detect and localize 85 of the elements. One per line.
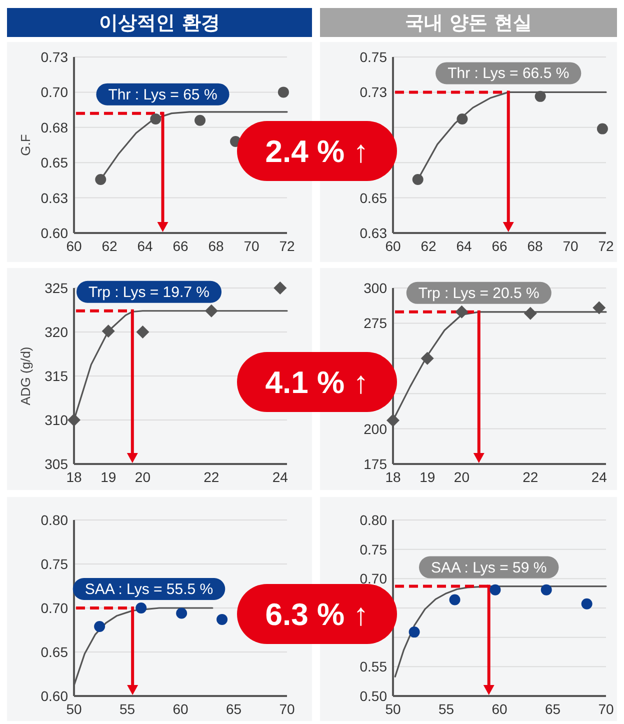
ytick: 0.55	[360, 658, 387, 675]
ref-label: SAA : Lys = 55.5 %	[72, 578, 226, 600]
ref-line-label: SAA : Lys = 55.5 %	[84, 581, 214, 598]
xtick: 62	[420, 238, 436, 254]
xtick: 60	[172, 701, 188, 717]
ytick: 0.65	[360, 190, 387, 206]
ref-label: Thr : Lys = 66.5 %	[436, 62, 582, 84]
ref-line-label: Thr : Lys = 65 %	[108, 86, 218, 104]
xtick: 62	[102, 238, 118, 254]
ytick: 0.50	[360, 688, 387, 704]
title: 이상적인 환경	[99, 12, 220, 34]
ytick: 0.75	[40, 556, 68, 572]
xtick: 65	[226, 701, 242, 717]
xtick: 55	[119, 701, 136, 717]
ref-label: Thr : Lys = 65 %	[96, 83, 230, 106]
ytick: 0.60	[40, 688, 68, 704]
xtick: 66	[172, 238, 188, 254]
xtick: 50	[66, 701, 82, 717]
xtick: 68	[208, 238, 224, 254]
xtick: 55	[438, 701, 454, 717]
annotation: 4.1 % ↑	[265, 365, 369, 400]
xtick: 18	[66, 469, 82, 485]
xtick: 18	[385, 469, 401, 485]
ref-line-label: Trp : Lys = 19.7 %	[88, 284, 210, 301]
ytick: 0.63	[360, 225, 387, 241]
xtick: 60	[492, 701, 508, 717]
ytick: 320	[44, 324, 68, 340]
xtick: 70	[279, 701, 295, 717]
xtick: 72	[279, 238, 295, 254]
ytick: 325	[44, 280, 68, 296]
ytick: 175	[364, 456, 387, 472]
ref-line-label: SAA : Lys = 59 %	[430, 559, 547, 576]
ylabel: G.F	[18, 134, 33, 156]
xtick: 60	[66, 238, 82, 254]
xtick: 20	[134, 469, 150, 485]
ytick: 275	[364, 315, 387, 332]
ytick: 0.75	[360, 49, 387, 65]
ytick: 0.80	[40, 512, 68, 528]
ytick: 0.60	[40, 225, 68, 241]
ytick: 0.65	[40, 154, 68, 171]
ref-label: Trp : Lys = 19.7 %	[76, 280, 222, 303]
xtick: 65	[544, 701, 561, 717]
ytick: 305	[44, 456, 68, 472]
xtick: 72	[598, 238, 614, 254]
xtick: 64	[137, 238, 153, 254]
ytick: 0.80	[360, 512, 387, 528]
badge: 6.3 % ↑	[237, 584, 397, 644]
ref-label: SAA : Lys = 59 %	[418, 556, 559, 578]
ylabel: ADG (g/d)	[18, 346, 33, 406]
xtick: 19	[100, 469, 116, 485]
ytick: 0.63	[40, 190, 68, 206]
badge: 2.4 % ↑	[237, 121, 397, 181]
ref-line-label: Thr : Lys = 66.5 %	[448, 65, 570, 82]
ytick: 310	[44, 412, 68, 428]
ytick: 0.73	[360, 84, 387, 100]
ytick: 200	[364, 420, 387, 437]
ytick: 0.65	[40, 644, 68, 660]
xtick: 24	[272, 469, 288, 485]
xtick: 66	[492, 238, 508, 254]
xtick: 60	[385, 238, 401, 254]
annotation: 2.4 % ↑	[265, 134, 369, 169]
xtick: 19	[420, 469, 436, 485]
xtick: 70	[598, 701, 614, 717]
xtick: 22	[522, 469, 538, 485]
ytick: 0.70	[40, 84, 68, 100]
badge: 4.1 % ↑	[237, 352, 397, 412]
xtick: 24	[591, 469, 607, 485]
xtick: 64	[456, 238, 472, 254]
ytick: 0.68	[40, 119, 68, 136]
ytick: 300	[364, 280, 387, 296]
ytick: 0.73	[40, 49, 68, 65]
xtick: 70	[562, 238, 578, 254]
ytick: 0.70	[40, 600, 68, 616]
xtick: 50	[385, 701, 401, 717]
title: 국내 양돈 현실	[404, 12, 532, 34]
ref-line-label: Trp : Lys = 20.5 %	[418, 284, 540, 302]
annotation: 6.3 % ↑	[265, 597, 369, 632]
xtick: 70	[244, 238, 260, 254]
xtick: 20	[454, 469, 470, 485]
xtick: 22	[204, 469, 220, 485]
xtick: 68	[527, 238, 543, 254]
ytick: 315	[44, 368, 68, 384]
ytick: 0.70	[360, 570, 387, 587]
ytick: 0.75	[360, 541, 387, 558]
ref-label: Trp : Lys = 20.5 %	[406, 282, 552, 304]
